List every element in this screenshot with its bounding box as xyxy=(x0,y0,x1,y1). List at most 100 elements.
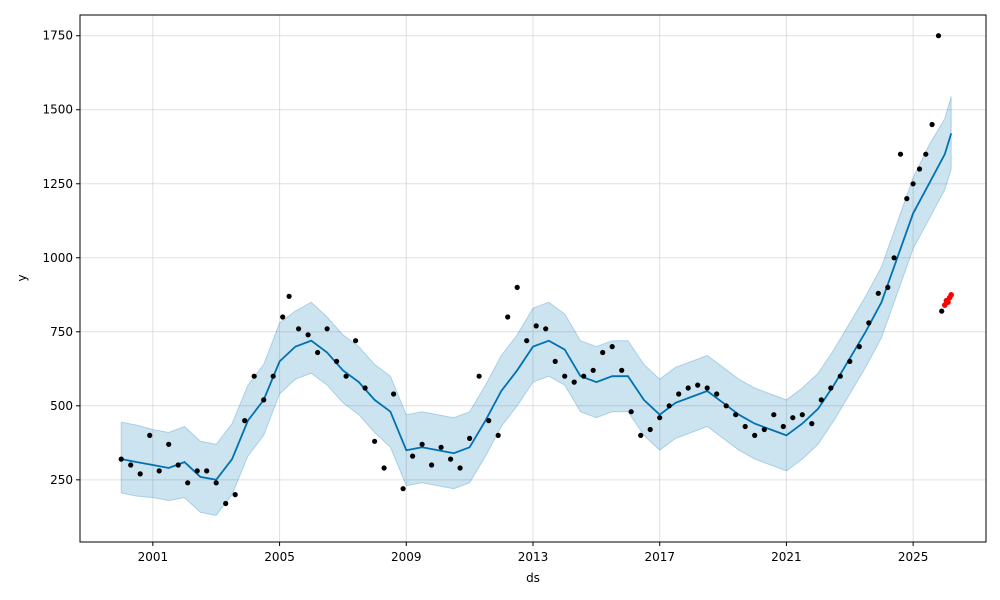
observed-point xyxy=(752,432,758,438)
x-tick-label: 2013 xyxy=(518,550,549,564)
observed-point xyxy=(194,468,200,474)
observed-point xyxy=(156,468,162,474)
observed-point xyxy=(204,468,210,474)
observed-point xyxy=(400,486,406,492)
observed-point xyxy=(723,403,729,409)
observed-point xyxy=(419,441,425,447)
observed-point xyxy=(296,326,302,332)
observed-point xyxy=(733,412,739,418)
observed-point xyxy=(619,367,625,373)
observed-point xyxy=(923,151,929,157)
y-tick-label: 500 xyxy=(50,399,73,413)
uncertainty-band xyxy=(120,96,952,516)
y-axis-label: y xyxy=(15,274,29,281)
observed-point xyxy=(571,379,577,385)
observed-point xyxy=(704,385,710,391)
x-axis-label: ds xyxy=(526,571,540,585)
observed-point xyxy=(137,471,143,477)
observed-point xyxy=(429,462,435,468)
y-tick-label: 1750 xyxy=(42,29,73,43)
forecast-line-group xyxy=(121,133,953,481)
x-axis-ticks: 2001 2005 2009 2013 2017 2021 2025 xyxy=(138,542,929,564)
observed-point xyxy=(353,338,359,344)
observed-point xyxy=(856,344,862,350)
recent-point xyxy=(948,292,954,298)
observed-point xyxy=(175,462,181,468)
observed-point xyxy=(562,373,568,379)
observed-point xyxy=(628,409,634,415)
forecast-line xyxy=(121,133,953,481)
observed-point xyxy=(939,308,945,314)
observed-point xyxy=(818,397,824,403)
observed-point xyxy=(904,196,910,202)
observed-point xyxy=(910,181,916,187)
observed-point xyxy=(118,456,124,462)
recent-point xyxy=(945,299,951,306)
observed-point xyxy=(666,403,672,409)
observed-point xyxy=(647,426,653,433)
observed-point xyxy=(223,500,229,507)
observed-point xyxy=(128,462,134,468)
observed-point xyxy=(543,326,549,332)
x-tick-label: 2025 xyxy=(898,550,929,564)
grid xyxy=(80,15,986,542)
x-tick-label: 2009 xyxy=(391,550,422,564)
y-tick-label: 1500 xyxy=(42,103,73,117)
observed-point xyxy=(714,391,720,397)
observed-point xyxy=(476,373,482,379)
observed-point xyxy=(286,293,292,299)
observed-point xyxy=(790,415,796,421)
y-axis-ticks: 250 500 750 1000 1250 1500 1750 xyxy=(42,29,80,487)
x-tick-label: 2001 xyxy=(138,550,169,564)
observed-point xyxy=(638,432,644,438)
observed-point xyxy=(875,290,881,296)
observed-point xyxy=(590,367,596,373)
observed-point xyxy=(742,423,748,430)
observed-point xyxy=(533,323,539,329)
y-tick-label: 750 xyxy=(50,325,73,339)
observed-point xyxy=(343,373,349,379)
observed-point xyxy=(771,412,777,418)
observed-point xyxy=(185,480,191,486)
x-tick-label: 2021 xyxy=(771,550,802,564)
observed-point xyxy=(837,373,843,379)
observed-point xyxy=(609,344,615,350)
observed-point xyxy=(897,151,904,157)
observed-point xyxy=(935,33,942,39)
observed-point xyxy=(685,385,691,391)
observed-point xyxy=(486,418,492,424)
observed-point xyxy=(847,358,853,364)
observed-point xyxy=(147,432,153,438)
observed-point xyxy=(828,385,834,391)
x-tick-label: 2005 xyxy=(264,550,295,564)
observed-point xyxy=(391,391,397,397)
observed-point xyxy=(866,320,872,326)
observed-point xyxy=(524,338,530,344)
observed-point xyxy=(657,415,663,421)
observed-point xyxy=(695,382,701,388)
observed-point xyxy=(495,432,501,438)
observed-point xyxy=(166,441,172,447)
observed-point xyxy=(552,358,558,364)
observed-point xyxy=(916,166,923,172)
observed-point xyxy=(885,284,891,290)
observed-point xyxy=(381,465,387,471)
observed-point xyxy=(324,326,330,332)
observed-point xyxy=(467,435,473,441)
observed-point xyxy=(438,444,444,450)
observed-point xyxy=(334,358,340,364)
y-tick-label: 1000 xyxy=(42,251,73,265)
observed-point xyxy=(457,465,463,471)
observed-point xyxy=(213,480,219,486)
observed-point xyxy=(514,284,520,290)
observed-point xyxy=(761,426,767,433)
observed-point xyxy=(372,438,378,444)
observed-point xyxy=(251,373,257,379)
y-tick-label: 1250 xyxy=(42,177,73,191)
observed-point xyxy=(929,121,935,128)
observed-point xyxy=(448,456,454,462)
observed-point xyxy=(600,349,606,356)
uncertainty-band-area xyxy=(120,96,952,516)
observed-point xyxy=(242,418,248,424)
